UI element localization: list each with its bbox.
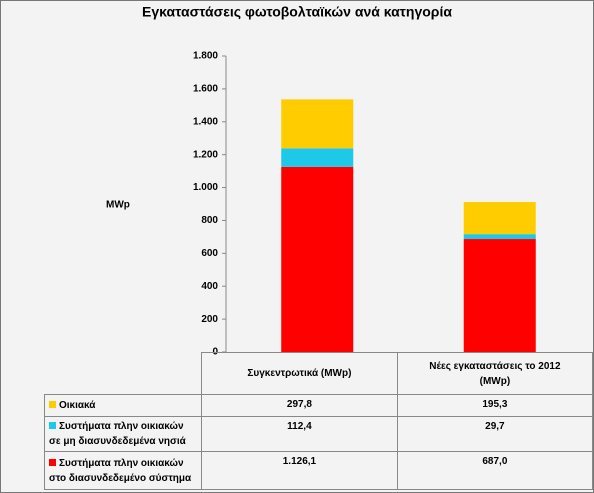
- value-label: 1.126,1: [201, 451, 398, 490]
- table-header-row: Συγκεντρωτικά (MWp) Νέες εγκαταστάσεις το…: [45, 352, 593, 395]
- bar-segment: [463, 239, 536, 352]
- y-tick-label: 200: [201, 314, 218, 325]
- legend-entry: Συστήματα πλην οικιακών στο διασυνδεδεμέ…: [43, 451, 203, 490]
- value-label: 687,0: [396, 451, 593, 490]
- y-tick-label: 1.200: [193, 149, 218, 160]
- bar-segment: [281, 99, 354, 149]
- y-tick-label: 1.600: [193, 84, 218, 95]
- legend-entry: Συστήματα πλην οικιακών σε μη διασυνδεδε…: [43, 416, 203, 452]
- legend-label: Συστήματα πλην οικιακών στο διασυνδεδεμέ…: [49, 457, 192, 484]
- legend-key: [49, 401, 56, 408]
- legend-entry: Οικιακά: [43, 394, 203, 417]
- bar-segment: [281, 148, 354, 167]
- y-tick-label: 600: [201, 248, 218, 259]
- value-label: 297,8: [201, 394, 398, 417]
- y-tick-label: 1.400: [193, 116, 218, 127]
- legend-label: Οικιακά: [59, 400, 96, 411]
- y-tick-label: 800: [201, 215, 218, 226]
- y-tick-label: 400: [201, 281, 218, 292]
- value-label: 195,3: [396, 394, 593, 417]
- y-tick-label: 1.800: [193, 51, 218, 62]
- bar-segment: [463, 234, 536, 240]
- data-table: Συγκεντρωτικά (MWp) Νέες εγκαταστάσεις το…: [43, 352, 593, 490]
- value-label: 112,4: [201, 416, 398, 452]
- legend-key: [49, 422, 56, 429]
- table-row: Συστήματα πλην οικιακών σε μη διασυνδεδε…: [43, 416, 593, 452]
- legend-key: [49, 458, 56, 466]
- x-tick-label: Νέες εγκαταστάσεις το 2012 (MWp): [396, 352, 593, 395]
- x-tick-label: Συγκεντρωτικά (MWp): [201, 352, 398, 395]
- table-row: Συστήματα πλην οικιακών στο διασυνδεδεμέ…: [43, 451, 593, 490]
- chart-title: Εγκαταστάσεις φωτοβολταϊκών ανά κατηγορί…: [142, 4, 452, 20]
- bar-segment: [281, 166, 354, 352]
- table-corner: [45, 353, 202, 395]
- value-label: 29,7: [396, 416, 593, 452]
- bar-segment: [463, 202, 536, 235]
- y-axis-label: MWp: [106, 200, 130, 211]
- y-tick-label: 1.000: [193, 182, 218, 193]
- table-row: Οικιακά 297,8 195,3: [43, 394, 593, 417]
- legend-label: Συστήματα πλην οικιακών σε μη διασυνδεδε…: [49, 421, 186, 447]
